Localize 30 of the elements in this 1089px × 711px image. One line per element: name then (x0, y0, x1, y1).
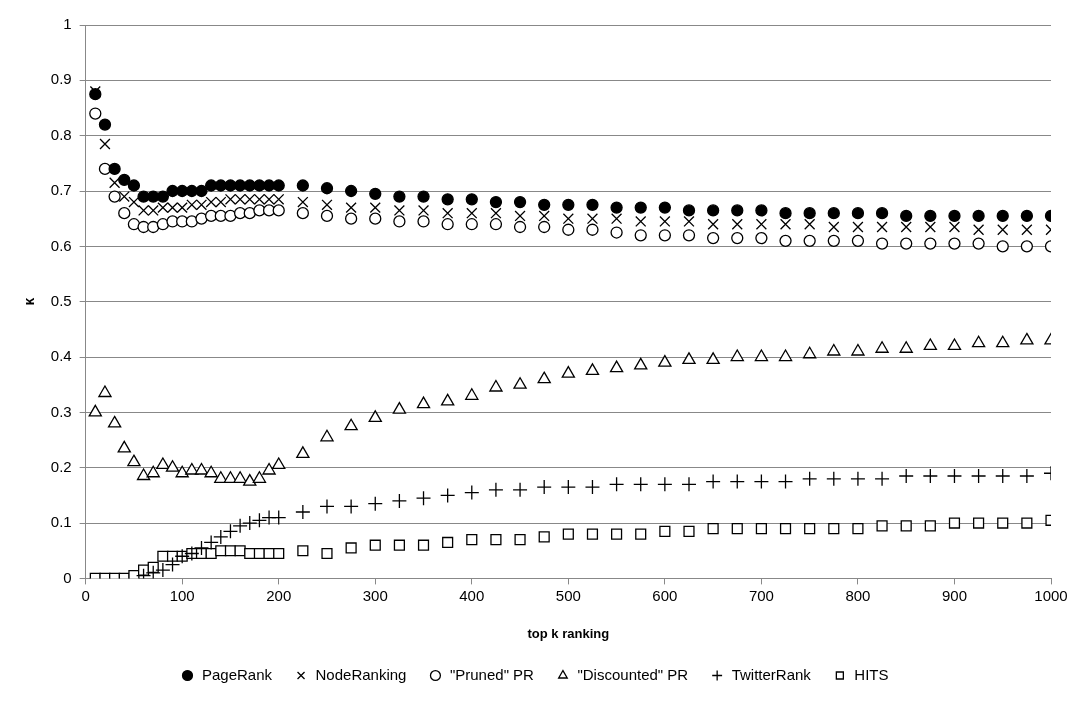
legend-label: PageRank (201, 665, 273, 683)
x-tick-label: 1000 (1034, 586, 1068, 604)
x-tick-label: 700 (748, 586, 774, 604)
y-tick-label: 0.5 (50, 291, 72, 309)
legend-label: "Pruned" PR (449, 665, 535, 683)
y-tick-label: 0.9 (50, 70, 72, 88)
legend-label: NodeRanking (315, 665, 407, 683)
y-tick-label: 0.4 (50, 347, 72, 365)
x-tick-label: 300 (362, 586, 388, 604)
x-tick-label: 100 (169, 586, 195, 604)
y-tick-label: 0.3 (50, 402, 72, 420)
y-tick-label: 0.8 (50, 125, 72, 143)
y-tick-label: 1 (63, 15, 72, 33)
x-tick-label: 800 (845, 586, 871, 604)
y-tick-label: 0.1 (50, 513, 72, 531)
legend-label: "Discounted" PR (577, 665, 689, 683)
legend-label: HITS (854, 665, 889, 683)
x-tick-label: 600 (652, 586, 678, 604)
y-tick-label: 0 (63, 568, 72, 586)
x-tick-label: 900 (941, 586, 967, 604)
x-tick-label: 0 (81, 586, 90, 604)
y-tick-label: 0.7 (50, 181, 72, 199)
x-tick-label: 200 (266, 586, 292, 604)
legend-label: TwitterRank (731, 665, 812, 683)
x-tick-label: 400 (459, 586, 485, 604)
y-tick-label: 0.6 (50, 236, 72, 254)
y-axis-title: κ (21, 297, 38, 306)
x-axis-title: top k ranking (527, 625, 610, 641)
x-tick-label: 500 (555, 586, 581, 604)
y-tick-label: 0.2 (50, 457, 72, 475)
